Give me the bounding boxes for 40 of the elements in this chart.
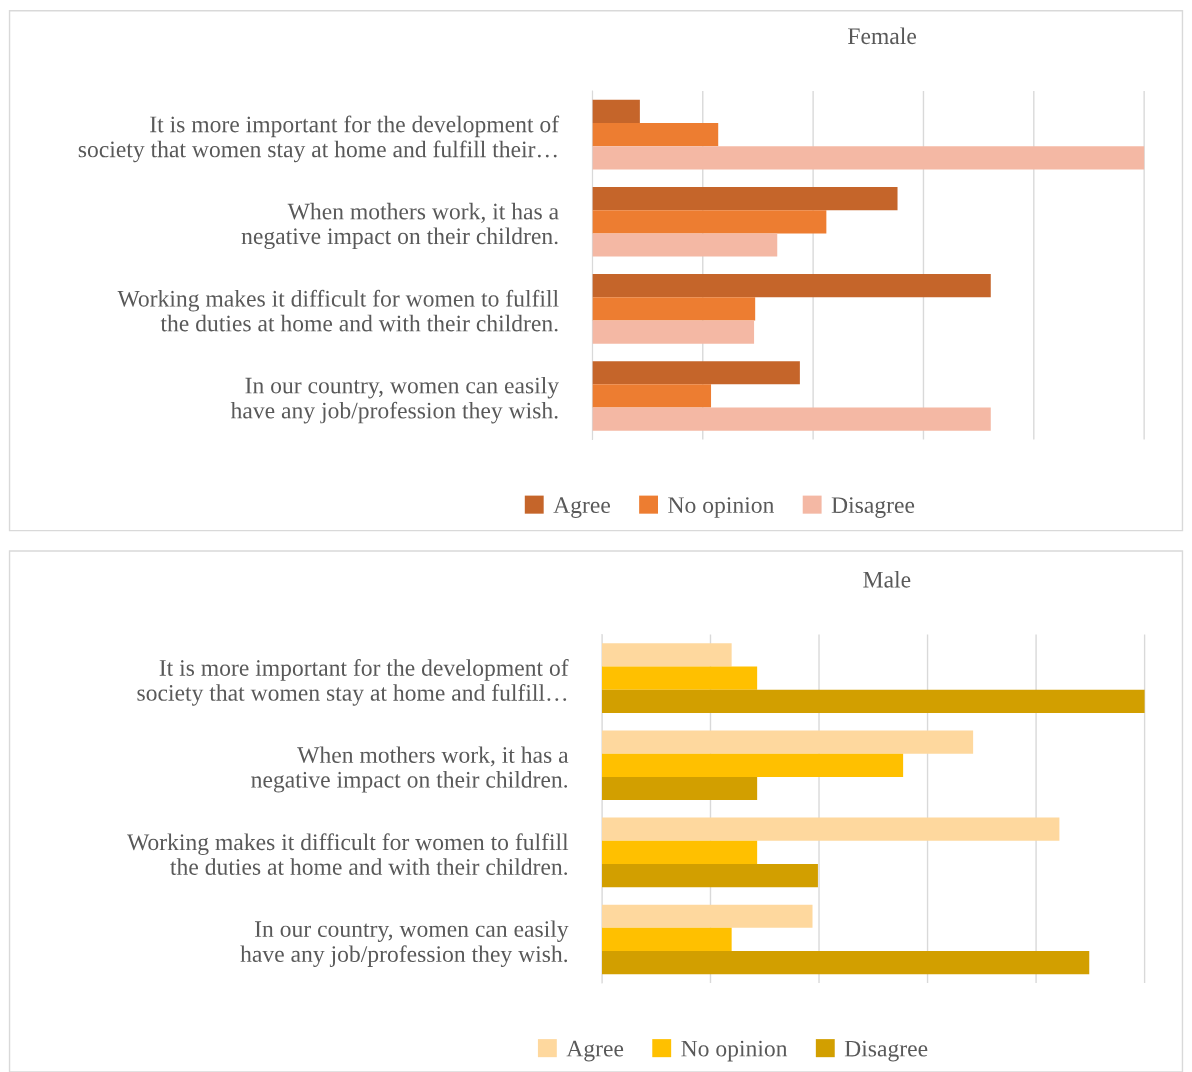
y-tick-label: In our country, women can easily have any job/profession they wish. [240, 920, 569, 967]
y-tick-label: It is more important for the development of society that women stay at home and fulfill… [137, 659, 569, 706]
bar [601, 776, 758, 801]
bar [601, 753, 904, 777]
bar [601, 666, 758, 690]
chart-title: Male [863, 571, 911, 588]
y-tick-label: In our country, women can easily have any job/profession they wish. [230, 376, 559, 424]
bar [592, 186, 898, 211]
chart-title: Female [848, 27, 917, 45]
bar [592, 297, 756, 321]
bar [601, 643, 732, 667]
y-tick-label: It is more important for the development of society that women stay at home and fulfill their… [78, 115, 560, 163]
bar [601, 817, 1060, 841]
bar [592, 384, 712, 408]
bar [601, 863, 818, 888]
y-tick-label: Working makes it difficult for women to fulfill the duties at home and with their children. [117, 289, 559, 332]
legend-label: Agree [566, 1040, 624, 1062]
bar [601, 951, 1090, 975]
legend-label: Disagree [831, 497, 915, 518]
bar [601, 904, 813, 928]
bar [592, 361, 800, 385]
bar [592, 233, 778, 257]
bar [592, 210, 827, 234]
bar [592, 274, 991, 298]
y-tick-label: Working makes it difficult for women to fulfill the duties at home and with their children. [127, 833, 569, 876]
y-tick-label: When mothers work, it has a negative impact on their children. [241, 202, 559, 250]
bar [601, 927, 732, 952]
bar [592, 407, 991, 431]
bar [592, 320, 755, 344]
legend-label: Agree [553, 497, 610, 518]
bar [601, 840, 758, 864]
bar [592, 123, 719, 147]
legend-label: No opinion [681, 1040, 788, 1062]
bar [601, 730, 974, 754]
bar [592, 146, 1145, 170]
legend-label: Disagree [844, 1040, 928, 1062]
y-tick-label: When mothers work, it has a negative impact on their children. [251, 746, 569, 793]
bar [601, 689, 1145, 714]
legend-label: No opinion [668, 497, 775, 518]
bar [592, 99, 640, 124]
